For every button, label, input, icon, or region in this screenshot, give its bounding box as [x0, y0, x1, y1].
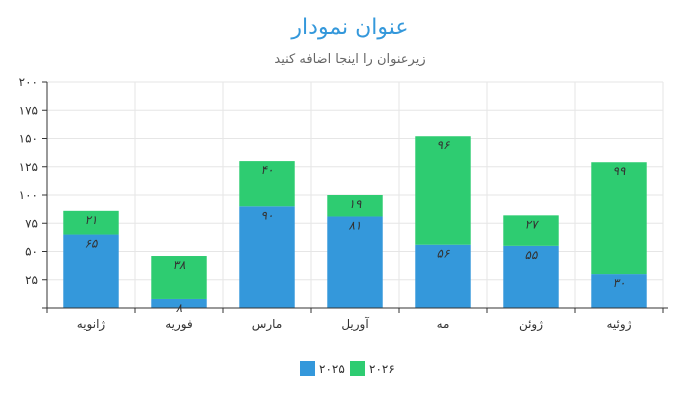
bar-segment	[239, 161, 295, 207]
data-label: ۲۷	[525, 217, 539, 231]
bar-segment	[591, 162, 647, 275]
data-label: ۹۰	[261, 208, 274, 222]
data-label: ۳۸	[173, 258, 186, 272]
y-tick-label: ۵۰	[25, 245, 38, 259]
grid-layer	[47, 81, 664, 308]
x-tick-label: مه	[437, 317, 450, 331]
y-tick-label: ۱۰۰	[19, 188, 38, 202]
data-label: ۱۹	[349, 197, 362, 211]
bar-segment	[151, 298, 207, 308]
data-label: ۹۹	[613, 164, 626, 178]
x-tick-label: ژوئن	[519, 317, 543, 332]
data-label: ۶۵	[85, 237, 98, 251]
y-tick-label: ۱۲۵	[19, 160, 38, 174]
legend-label[interactable]: ۲۰۲۵	[319, 362, 345, 376]
x-tick-label: ژوئیه	[607, 317, 632, 332]
legend: ۲۰۲۵ ۲۰۲۶	[300, 361, 395, 376]
y-tick-label: ۲۰۰	[19, 75, 38, 89]
y-tick-label: ۷۵	[25, 216, 38, 230]
bar-segment	[327, 216, 383, 308]
x-tick-label: آوریل	[341, 316, 369, 332]
legend-label[interactable]: ۲۰۲۶	[369, 362, 395, 376]
x-tick-label: فوریه	[165, 317, 193, 332]
data-label: ۵۶	[437, 247, 450, 261]
bar-segment	[151, 256, 207, 299]
data-label: ۳۰	[613, 276, 626, 290]
chart-title: عنوان نمودار	[290, 15, 408, 40]
data-label: ۵۵	[525, 248, 538, 262]
data-label: ۲۱	[85, 213, 98, 227]
bar-segment	[415, 244, 471, 308]
x-tick-label: مارس	[252, 317, 283, 332]
bar-segment	[415, 136, 471, 245]
bar-segment	[327, 195, 383, 217]
data-label: ۸۱	[349, 218, 362, 232]
y-tick-label: ۱۷۵	[19, 103, 38, 117]
bars-layer	[63, 136, 647, 308]
legend-swatch[interactable]	[300, 361, 315, 376]
chart-subtitle: زیرعنوان را اینجا اضافه کنید	[274, 52, 425, 67]
x-tick-label: ژانویه	[77, 317, 106, 332]
axis-layer: ۲۵ ۵۰ ۷۵ ۱۰۰ ۱۲۵ ۱۵۰ ۱۷۵ ۲۰۰ ژانویه فوریه مارس آوری…	[19, 75, 668, 332]
data-label: ۴۰	[261, 163, 274, 177]
bar-segment	[503, 245, 559, 308]
labels-layer: ۶۵ ۲۱ ۸ ۳۸ ۹۰ ۴۰ ۸۱ ۱۹ ۵۶ ۹۶ ۵۵ ۲۷ ۳۰ ۹۹	[85, 138, 626, 315]
bar-segment	[239, 206, 295, 308]
data-label: ۹۶	[437, 138, 450, 152]
bar-segment	[591, 274, 647, 308]
bar-segment	[503, 215, 559, 246]
bar-segment	[63, 210, 119, 235]
y-tick-label: ۲۵	[25, 273, 38, 287]
bar-segment	[63, 234, 119, 308]
data-label: ۸	[176, 301, 183, 315]
legend-swatch[interactable]	[350, 361, 365, 376]
y-tick-label: ۱۵۰	[19, 132, 38, 146]
